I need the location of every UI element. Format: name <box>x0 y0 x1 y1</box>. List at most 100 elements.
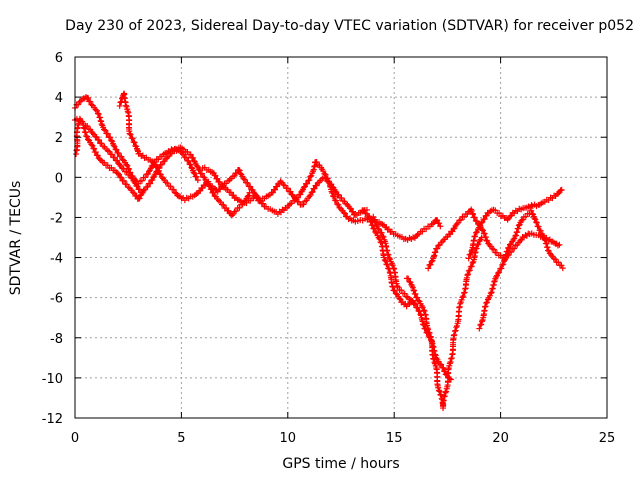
data-point <box>240 175 247 182</box>
data-point <box>450 225 457 232</box>
data-point <box>440 364 447 371</box>
data-point <box>481 230 488 237</box>
data-point <box>338 194 345 201</box>
data-point <box>468 248 475 255</box>
data-point <box>472 233 479 240</box>
data-point <box>483 299 490 306</box>
data-point <box>438 392 445 399</box>
data-point <box>424 325 431 332</box>
data-point <box>188 164 195 171</box>
data-point <box>436 388 443 395</box>
data-point <box>89 142 96 149</box>
data-point <box>335 201 342 208</box>
data-point <box>476 325 483 332</box>
series-track-13 <box>73 115 83 158</box>
data-point <box>512 232 519 239</box>
x-axis-label: GPS time / hours <box>282 456 400 472</box>
data-point <box>460 293 467 300</box>
data-point <box>504 248 511 255</box>
data-point <box>120 177 127 184</box>
y-tick-label: 4 <box>55 91 63 106</box>
data-point <box>272 186 279 193</box>
data-point <box>104 130 111 137</box>
data-point <box>292 195 299 202</box>
data-point <box>241 176 248 183</box>
data-point <box>434 245 441 252</box>
data-point <box>405 275 412 282</box>
series-track-5 <box>199 159 419 307</box>
data-point <box>378 239 385 246</box>
data-point <box>453 221 460 228</box>
chart-title: Day 230 of 2023, Sidereal Day-to-day VTE… <box>65 18 634 34</box>
data-point <box>129 135 136 142</box>
data-point <box>227 189 234 196</box>
data-point <box>329 192 336 199</box>
y-tick-label: -8 <box>50 332 63 347</box>
data-point <box>496 210 503 217</box>
data-point <box>431 359 438 366</box>
data-point <box>371 225 378 232</box>
data-point <box>496 269 503 276</box>
data-point <box>333 197 340 204</box>
data-point <box>396 295 403 302</box>
grid-lines <box>75 57 607 418</box>
data-point <box>484 299 491 306</box>
data-point <box>390 265 397 272</box>
data-point <box>349 208 356 215</box>
data-point <box>487 290 494 297</box>
y-tick-label: -10 <box>42 372 63 387</box>
data-point <box>149 176 156 183</box>
data-point <box>389 262 396 269</box>
y-tick-label: -4 <box>50 252 63 267</box>
data-point <box>92 106 99 113</box>
series-track-8 <box>369 216 444 243</box>
data-point <box>150 160 157 167</box>
data-point <box>330 193 337 200</box>
data-point <box>194 177 201 184</box>
y-tick-label: -2 <box>50 211 63 226</box>
data-point <box>376 236 383 243</box>
data-point <box>545 247 552 254</box>
data-point <box>465 255 472 262</box>
data-point <box>511 245 518 252</box>
data-point <box>154 164 161 171</box>
data-point <box>139 189 146 196</box>
data-point <box>464 271 471 278</box>
data-point <box>451 328 458 335</box>
data-point <box>92 149 99 156</box>
data-point <box>398 287 405 294</box>
plot-border <box>74 56 608 419</box>
data-point <box>470 211 477 218</box>
data-point <box>493 272 500 279</box>
data-point <box>114 170 121 177</box>
data-point <box>420 321 427 328</box>
data-point <box>138 177 145 184</box>
data-point <box>533 219 540 226</box>
data-point <box>419 304 426 311</box>
data-point <box>300 184 307 191</box>
data-point <box>118 153 125 160</box>
x-tick-label: 10 <box>280 431 297 446</box>
data-point <box>308 189 315 196</box>
data-point <box>415 297 422 304</box>
data-point <box>129 189 136 196</box>
data-point <box>533 219 540 226</box>
data-point <box>115 150 122 157</box>
data-point <box>442 389 449 396</box>
data-point <box>468 263 475 270</box>
data-point <box>410 300 417 307</box>
data-point <box>482 303 489 310</box>
y-axis-label: SDTVAR / TECUs <box>8 180 24 296</box>
data-point <box>453 324 460 331</box>
data-point <box>341 210 348 217</box>
data-point <box>320 168 327 175</box>
x-tick-label: 15 <box>386 431 403 446</box>
series-track-10 <box>425 206 563 272</box>
series-track-3 <box>82 122 146 196</box>
data-point <box>309 188 316 195</box>
data-point <box>287 188 294 195</box>
data-point <box>552 256 559 263</box>
data-point <box>426 329 433 336</box>
data-point <box>537 227 544 234</box>
